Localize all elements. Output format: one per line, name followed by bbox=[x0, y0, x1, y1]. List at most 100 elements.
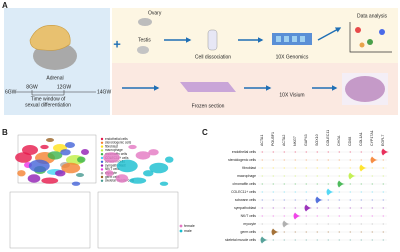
violin bbox=[371, 231, 374, 233]
violin bbox=[272, 175, 275, 177]
violin bbox=[305, 159, 308, 161]
violin bbox=[271, 228, 279, 236]
violin bbox=[327, 215, 330, 217]
violin bbox=[261, 159, 264, 161]
week-label: 14GW bbox=[97, 89, 111, 95]
violin bbox=[316, 151, 319, 153]
gene-label: CYP17A1 bbox=[370, 130, 374, 146]
legend-swatch bbox=[100, 179, 104, 182]
step-label: 10X Genomics bbox=[276, 54, 309, 60]
violin bbox=[349, 215, 352, 217]
cell-cluster bbox=[129, 177, 147, 184]
cell-cluster bbox=[65, 142, 75, 148]
violin bbox=[360, 191, 363, 193]
violin bbox=[338, 191, 341, 193]
cell-cluster bbox=[60, 149, 71, 156]
violin bbox=[371, 167, 374, 169]
cell-cluster bbox=[47, 151, 63, 160]
violin bbox=[294, 167, 297, 169]
violin bbox=[283, 191, 286, 193]
cell-cluster bbox=[149, 162, 169, 174]
cell-cluster bbox=[61, 162, 81, 174]
cell-type-label: sympathoblast bbox=[234, 206, 256, 210]
violin bbox=[349, 167, 352, 169]
violin bbox=[382, 239, 385, 241]
violin bbox=[348, 172, 356, 180]
window-label: Time window of bbox=[31, 96, 66, 102]
violin bbox=[272, 167, 275, 169]
violin bbox=[371, 183, 374, 185]
violin bbox=[316, 239, 319, 241]
legend-swatch bbox=[100, 137, 104, 141]
violin bbox=[382, 207, 385, 209]
violin bbox=[382, 159, 385, 161]
adrenal-icon bbox=[29, 25, 71, 51]
plus: + bbox=[113, 36, 121, 51]
violin bbox=[360, 159, 363, 161]
legend-swatch bbox=[100, 153, 104, 156]
violin bbox=[261, 183, 264, 185]
violin bbox=[315, 196, 323, 204]
window-label: sexual differentiation bbox=[25, 102, 71, 108]
violin bbox=[337, 180, 345, 188]
cell-cluster bbox=[28, 159, 50, 173]
violin bbox=[382, 183, 385, 185]
violin bbox=[283, 167, 286, 169]
step-label: Frozen section bbox=[192, 103, 225, 109]
violin bbox=[261, 231, 264, 233]
violin bbox=[360, 151, 363, 153]
violin bbox=[283, 151, 286, 153]
cell-cluster bbox=[27, 174, 41, 183]
violin bbox=[371, 199, 374, 201]
violin bbox=[382, 231, 385, 233]
step-label: Data analysis bbox=[357, 13, 388, 19]
violin bbox=[305, 175, 308, 177]
violin bbox=[305, 183, 308, 185]
step-label: Cell dissociation bbox=[195, 54, 231, 60]
violin bbox=[327, 167, 330, 169]
violin bbox=[349, 183, 352, 185]
cell-cluster bbox=[15, 152, 32, 163]
violin bbox=[370, 156, 378, 164]
cell-cluster bbox=[159, 181, 169, 186]
cell-type-label: schwann cells bbox=[235, 198, 256, 202]
legend-swatch bbox=[100, 149, 104, 152]
step-label: 10X Visium bbox=[279, 92, 304, 98]
arrow bbox=[317, 27, 342, 41]
violin bbox=[360, 175, 363, 177]
cell-cluster bbox=[143, 170, 154, 177]
violin bbox=[283, 199, 286, 201]
violin bbox=[261, 175, 264, 177]
violin bbox=[338, 239, 341, 241]
cell-type-label: skeletal muscle cells bbox=[225, 238, 256, 242]
legend-swatch bbox=[179, 224, 183, 228]
violin bbox=[305, 191, 308, 193]
week-label: 12GW bbox=[57, 84, 71, 90]
cell-type-label: NK/T cells bbox=[241, 214, 257, 218]
violin bbox=[261, 151, 264, 153]
violin bbox=[305, 151, 308, 153]
violin bbox=[382, 175, 385, 177]
violin bbox=[260, 236, 268, 244]
violin bbox=[294, 231, 297, 233]
cell-cluster bbox=[81, 149, 89, 155]
gene-label: COL1A1 bbox=[359, 132, 363, 146]
violin bbox=[349, 223, 352, 225]
violin-plot: ACTA1 POU5F1 ACTA2 NKG7 GAP43 SOX10 COLEC11 CHG… bbox=[225, 130, 389, 244]
violin bbox=[360, 231, 363, 233]
window-bracket bbox=[31, 90, 65, 96]
violin bbox=[360, 183, 363, 185]
cell-cluster bbox=[17, 170, 26, 177]
legend-label: sympathoblast bbox=[105, 163, 126, 167]
legend-label: germ cells bbox=[105, 175, 120, 179]
violin bbox=[371, 223, 374, 225]
cell-cluster bbox=[40, 144, 49, 150]
violin bbox=[349, 239, 352, 241]
legend-swatch bbox=[179, 229, 183, 233]
plot-frame bbox=[97, 191, 179, 249]
violin bbox=[371, 175, 374, 177]
violin bbox=[360, 207, 363, 209]
violin bbox=[382, 199, 385, 201]
